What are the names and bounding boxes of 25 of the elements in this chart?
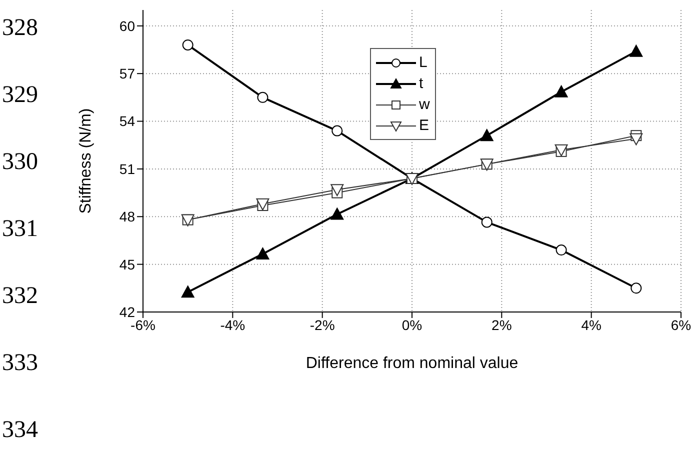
- x-tick-label: -2%: [310, 316, 335, 333]
- x-axis-title: Difference from nominal value: [306, 355, 518, 372]
- x-tick-label: -4%: [220, 316, 246, 333]
- text: 328: [2, 15, 38, 42]
- x-tick-label: 4%: [581, 316, 602, 333]
- text: 334: [2, 417, 38, 444]
- x-tick-label: 2%: [492, 316, 512, 333]
- y-tick-label: 54: [119, 113, 136, 130]
- y-tick-label: 57: [119, 66, 136, 82]
- legend-label: L: [419, 54, 428, 71]
- legend-label: t: [419, 75, 424, 92]
- y-tick-label: 51: [119, 160, 136, 177]
- legend-label: w: [419, 96, 430, 113]
- y-tick-label: 48: [119, 208, 136, 225]
- y-tick-label: 45: [119, 256, 136, 272]
- text: 330: [2, 149, 38, 176]
- text: 333: [2, 350, 38, 377]
- y-axis-title: Stiffness (N/m): [78, 108, 95, 214]
- x-tick-label: 6%: [670, 316, 692, 333]
- x-tick-label: 0%: [402, 316, 422, 333]
- text: 329: [2, 82, 38, 109]
- text: 331: [2, 216, 38, 243]
- y-tick-label: 60: [119, 18, 136, 34]
- text: 332: [2, 283, 38, 310]
- legend-label: E: [419, 117, 430, 134]
